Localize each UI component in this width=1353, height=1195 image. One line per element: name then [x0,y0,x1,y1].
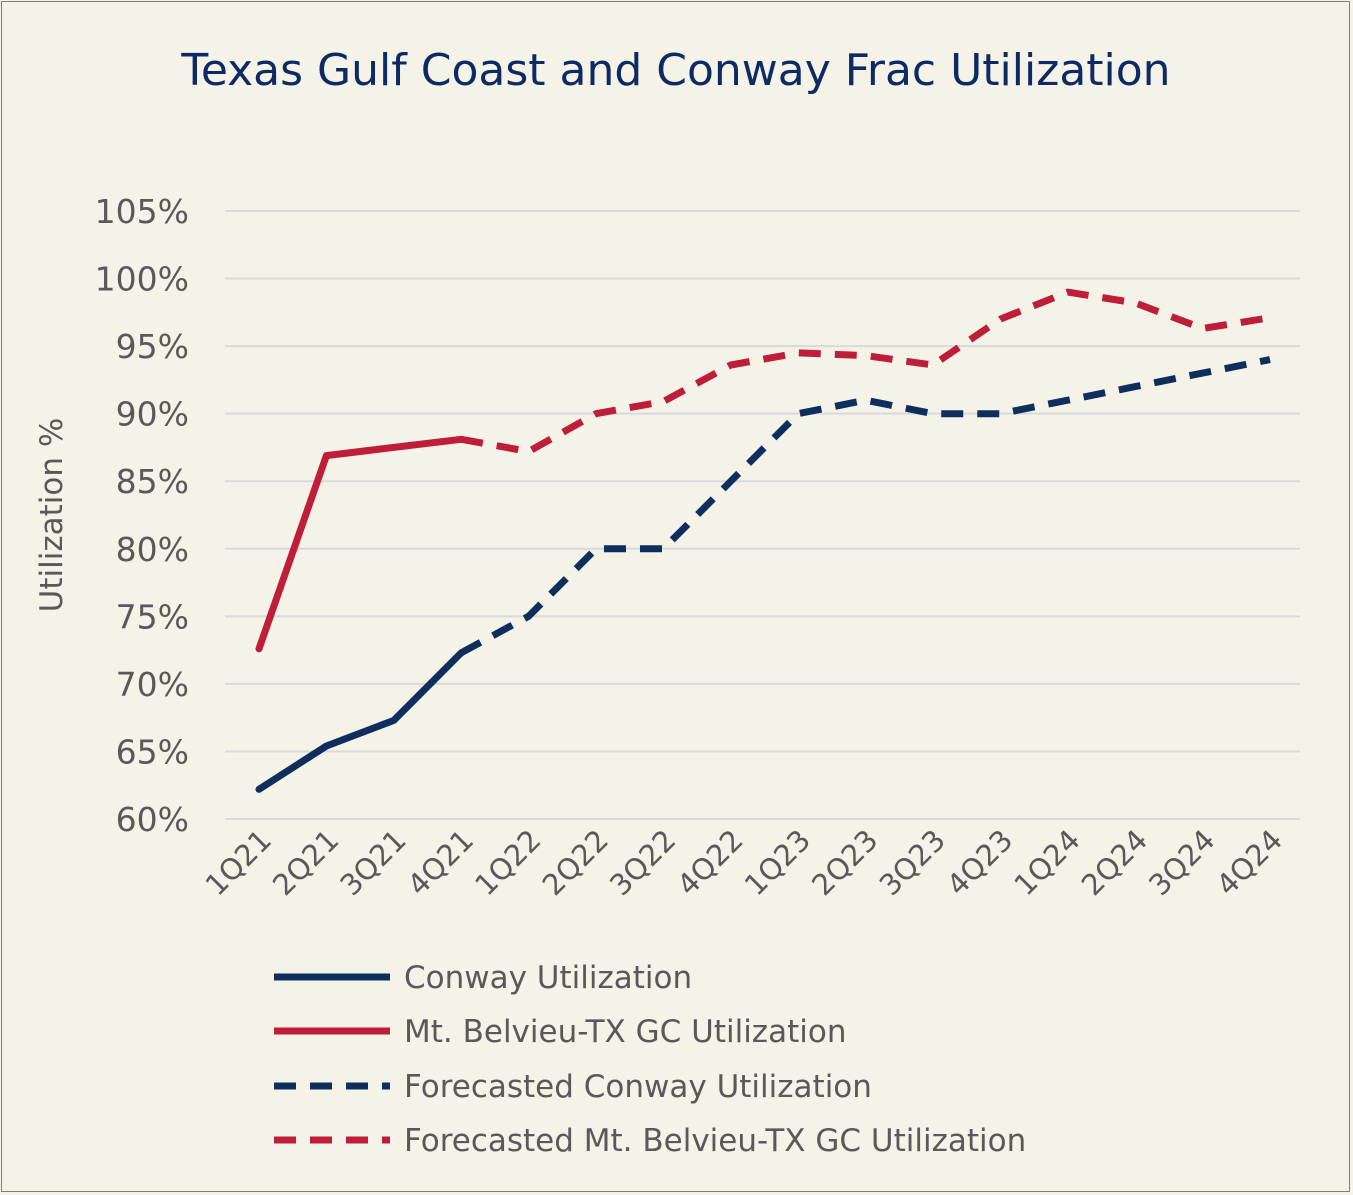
legend: Conway Utilization Mt. Belvieu-TX GC Util… [274,960,1026,1159]
x-tick-label: 4Q21 [401,823,480,902]
chart-title: Texas Gulf Coast and Conway Frac Utiliza… [180,45,1170,96]
x-axis-ticks: 1Q212Q213Q214Q211Q222Q223Q224Q221Q232Q23… [199,823,1289,902]
legend-label: Forecasted Conway Utilization [404,1069,872,1105]
y-tick-label: 60% [116,800,189,839]
series-line-2 [255,435,465,653]
x-tick-label: 1Q22 [468,823,547,902]
legend-label: Mt. Belvieu-TX GC Utilization [404,1014,846,1050]
x-tick-label: 4Q22 [670,823,749,902]
x-tick-label: 1Q24 [1007,823,1086,902]
y-axis-label: Utilization % [34,418,70,613]
series-line-1 [255,649,465,793]
y-tick-label: 75% [116,597,189,636]
x-tick-label: 2Q22 [536,823,615,902]
x-tick-label: 3Q23 [873,823,952,902]
x-tick-label: 3Q21 [333,823,412,902]
y-tick-label: 85% [116,462,189,501]
legend-label: Forecasted Mt. Belvieu-TX GC Utilization [404,1123,1026,1159]
x-tick-label: 2Q24 [1075,823,1154,902]
y-tick-label: 105% [95,192,189,231]
x-tick-label: 3Q24 [1142,823,1221,902]
x-tick-label: 1Q23 [738,823,817,902]
series-lines [255,288,1271,793]
x-tick-label: 2Q23 [805,823,884,902]
y-tick-label: 95% [116,327,189,366]
y-tick-label: 80% [116,530,189,569]
x-tick-label: 4Q24 [1210,823,1289,902]
y-axis-ticks: 60% 65% 70% 75% 80% 85% 90% 95% 100% 105% [95,192,189,839]
grid-lines [225,210,1300,820]
y-tick-label: 90% [116,395,189,434]
x-tick-label: 2Q21 [266,823,345,902]
legend-label: Conway Utilization [404,960,692,996]
x-tick-label: 1Q21 [199,823,278,902]
x-tick-label: 3Q22 [603,823,682,902]
series-line-3 [459,356,1271,656]
y-tick-label: 65% [116,732,189,771]
y-tick-label: 100% [95,260,189,299]
x-tick-label: 4Q23 [940,823,1019,902]
series-line-4 [460,288,1271,455]
y-tick-label: 70% [116,665,189,704]
